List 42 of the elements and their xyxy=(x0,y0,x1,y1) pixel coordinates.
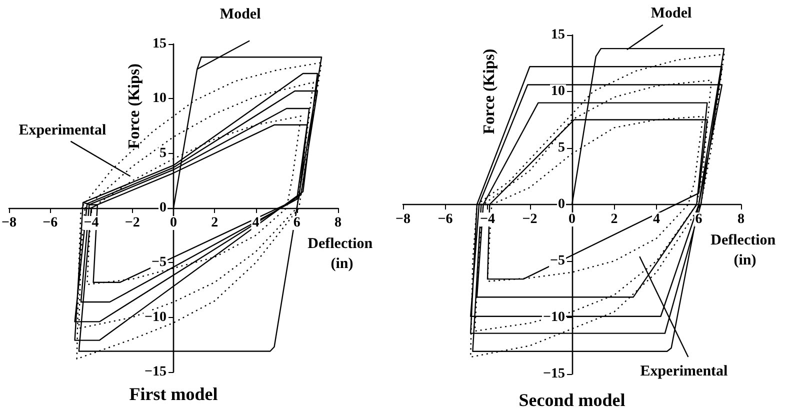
text: Experimental xyxy=(640,364,728,380)
y-tick-label: 0 xyxy=(558,197,565,212)
x-tick-label: 4 xyxy=(653,212,660,227)
y-axis-title: Force (Kips) xyxy=(481,48,498,134)
x-tick-label: −6 xyxy=(42,216,58,230)
y-tick-label: −5 xyxy=(550,254,565,268)
y-tick-label: −15 xyxy=(144,364,166,380)
x-tick-label: 0 xyxy=(170,216,177,230)
x-tick-label: −6 xyxy=(438,212,453,227)
y-tick-label: −10 xyxy=(543,310,565,325)
y-tick-label: −5 xyxy=(152,255,166,270)
series-label: Experimental xyxy=(18,122,106,138)
x-tick-label: 0 xyxy=(568,212,576,227)
x-tick-label: 8 xyxy=(738,212,744,227)
x-tick-label: −8 xyxy=(396,212,410,227)
x-tick-label: 2 xyxy=(211,216,218,230)
text: First model xyxy=(129,384,218,404)
x-axis-title: Deflection (in) xyxy=(710,232,780,268)
y-tick-label: 10 xyxy=(551,84,565,99)
y-tick-label: 5 xyxy=(160,146,166,161)
x-axis-title: Deflection (in) xyxy=(308,236,376,272)
x-tick-label: 4 xyxy=(252,216,260,230)
y-tick-label: −15 xyxy=(543,366,565,382)
series-label: Model xyxy=(650,6,692,22)
x-tick-label: 8 xyxy=(334,216,342,230)
x-tick-label: 6 xyxy=(695,212,702,227)
x-tick-label: 2 xyxy=(610,212,618,227)
y-tick-label: 10 xyxy=(152,91,166,106)
x-tick-label: −8 xyxy=(2,216,16,230)
x-tick-label: −4 xyxy=(84,216,99,230)
x-tick-label: −4 xyxy=(480,212,495,227)
y-axis-title: Force (Kips) xyxy=(126,64,143,150)
y-tick-label: 0 xyxy=(160,200,166,216)
x-tick-label: −2 xyxy=(522,212,538,227)
x-tick-label: 6 xyxy=(293,216,300,230)
x-tick-label: −2 xyxy=(124,216,140,230)
text: Model xyxy=(220,6,261,22)
y-tick-label: 15 xyxy=(152,36,166,52)
y-tick-label: 15 xyxy=(551,28,565,42)
y-tick-label: 5 xyxy=(558,140,565,156)
text: Second model xyxy=(518,390,626,410)
y-tick-label: −10 xyxy=(144,310,166,325)
